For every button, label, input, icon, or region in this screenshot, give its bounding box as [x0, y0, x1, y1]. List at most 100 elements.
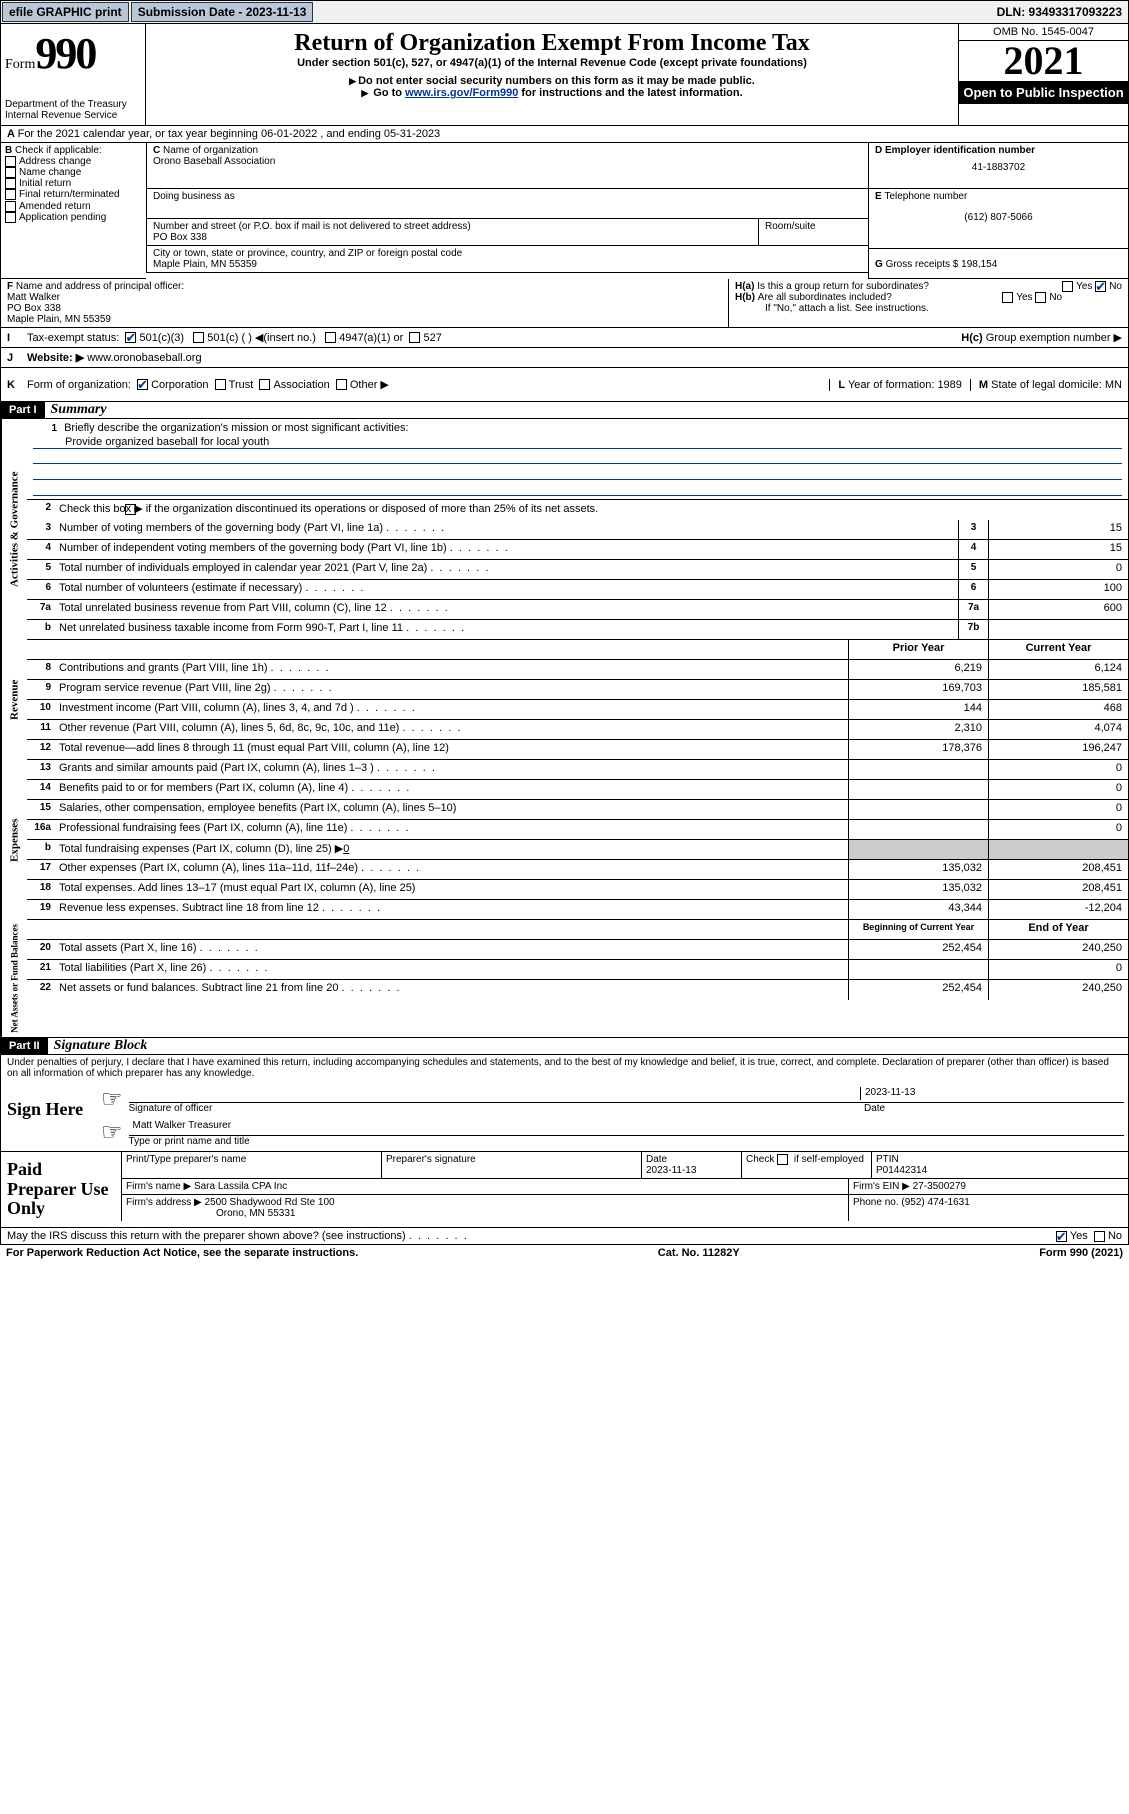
firm-phone-label: Phone no. — [853, 1197, 899, 1208]
dba-label: Doing business as — [153, 191, 235, 202]
row-a-text: For the 2021 calendar year, or tax year … — [18, 128, 441, 140]
checkbox-corp[interactable] — [137, 379, 148, 390]
checkbox-assoc[interactable] — [259, 379, 270, 390]
subtitle-2: Do not enter social security numbers on … — [156, 75, 948, 87]
l7b-desc: Net unrelated business taxable income fr… — [55, 620, 958, 639]
sig-officer-label: Signature of officer — [129, 1103, 864, 1114]
hb-note: If "No," attach a list. See instructions… — [735, 303, 1122, 314]
checkbox-discuss-no[interactable] — [1094, 1231, 1105, 1242]
l18-prior: 135,032 — [848, 880, 988, 899]
sign-here-label: Sign Here — [1, 1081, 91, 1151]
part1-title: Summary — [45, 402, 107, 418]
l22-prior: 252,454 — [848, 980, 988, 1000]
row-k: K Form of organization: Corporation Trus… — [0, 368, 1129, 402]
officer-addr2: Maple Plain, MN 55359 — [7, 314, 111, 325]
prep-date-label: Date — [646, 1154, 667, 1165]
k-label: Form of organization: — [27, 379, 131, 391]
corp-label: Corporation — [151, 379, 208, 391]
checkbox-ha-yes[interactable] — [1062, 281, 1073, 292]
i-label: Tax-exempt status: — [27, 332, 119, 344]
hdr-curr: Current Year — [988, 640, 1128, 659]
501c3-label: 501(c)(3) — [139, 332, 184, 344]
trust-label: Trust — [229, 379, 254, 391]
firm-ein-label: Firm's EIN ▶ — [853, 1181, 910, 1192]
prep-date-value: 2023-11-13 — [646, 1165, 696, 1176]
l14-prior — [848, 780, 988, 799]
l17-curr: 208,451 — [988, 860, 1128, 879]
sig-date-value: 2023-11-13 — [860, 1087, 1120, 1100]
website-value: www.oronobaseball.org — [87, 352, 201, 364]
527-label: 527 — [423, 332, 441, 344]
l11-desc: Other revenue (Part VIII, column (A), li… — [55, 720, 848, 739]
f-label: Name and address of principal officer: — [16, 281, 184, 292]
checkbox-application[interactable] — [5, 212, 16, 223]
l8-prior: 6,219 — [848, 660, 988, 679]
l17-prior: 135,032 — [848, 860, 988, 879]
preparer-section: Paid Preparer Use Only Print/Type prepar… — [0, 1152, 1129, 1228]
checkbox-other[interactable] — [336, 379, 347, 390]
checkbox-trust[interactable] — [215, 379, 226, 390]
hdr-beg: Beginning of Current Year — [848, 920, 988, 939]
l18-desc: Total expenses. Add lines 13–17 (must eq… — [55, 880, 848, 899]
firm-addr-label: Firm's address ▶ — [126, 1197, 202, 1208]
checkbox-l2[interactable] — [125, 504, 136, 515]
part2-header-row: Part II Signature Block — [0, 1038, 1129, 1055]
checkbox-initial-return[interactable] — [5, 178, 16, 189]
submission-date-button[interactable]: Submission Date - 2023-11-13 — [131, 2, 314, 22]
l14-curr: 0 — [988, 780, 1128, 799]
checkbox-self-employed[interactable] — [777, 1154, 788, 1165]
efile-print-button[interactable]: efile GRAPHIC print — [2, 2, 129, 22]
4947-label: 4947(a)(1) or — [339, 332, 403, 344]
l19-prior: 43,344 — [848, 900, 988, 919]
firm-addr2: Orono, MN 55331 — [126, 1208, 296, 1219]
cat-no: Cat. No. 11282Y — [658, 1247, 740, 1259]
l10-curr: 468 — [988, 700, 1128, 719]
form-word: Form — [5, 57, 35, 72]
b-amend-label: Amended return — [19, 201, 91, 212]
l10-prior: 144 — [848, 700, 988, 719]
checkbox-hb-no[interactable] — [1035, 292, 1046, 303]
checkbox-501c[interactable] — [193, 332, 204, 343]
l9-curr: 185,581 — [988, 680, 1128, 699]
tab-net-assets: Net Assets or Fund Balances — [1, 920, 27, 1037]
checkbox-527[interactable] — [409, 332, 420, 343]
instructions-link[interactable]: www.irs.gov/Form990 — [405, 87, 518, 99]
net-section: Net Assets or Fund Balances Beginning of… — [0, 920, 1129, 1038]
checkbox-address-change[interactable] — [5, 156, 16, 167]
irs-label: Internal Revenue Service — [5, 110, 141, 121]
firm-name-label: Firm's name ▶ — [126, 1181, 191, 1192]
l7a-val: 600 — [988, 600, 1128, 619]
checkbox-hb-yes[interactable] — [1002, 292, 1013, 303]
l3-val: 15 — [988, 520, 1128, 539]
l18-curr: 208,451 — [988, 880, 1128, 899]
l5-val: 0 — [988, 560, 1128, 579]
l22-desc: Net assets or fund balances. Subtract li… — [55, 980, 848, 1000]
checkbox-ha-no[interactable] — [1095, 281, 1106, 292]
l9-desc: Program service revenue (Part VIII, line… — [55, 680, 848, 699]
checkbox-amended[interactable] — [5, 201, 16, 212]
b-label: Check if applicable: — [15, 145, 102, 156]
b-name-label: Name change — [19, 167, 81, 178]
checkbox-final-return[interactable] — [5, 189, 16, 200]
checkbox-4947[interactable] — [325, 332, 336, 343]
assoc-label: Association — [273, 379, 329, 391]
l-label: Year of formation: — [848, 379, 934, 391]
checkbox-discuss-yes[interactable] — [1056, 1231, 1067, 1242]
checkbox-501c3[interactable] — [125, 332, 136, 343]
part2-badge: Part II — [1, 1038, 48, 1054]
e-label: Telephone number — [884, 191, 967, 202]
l12-curr: 196,247 — [988, 740, 1128, 759]
header-info-block: B Check if applicable: Address change Na… — [0, 143, 1129, 279]
l11-prior: 2,310 — [848, 720, 988, 739]
gov-section: Activities & Governance 1 Briefly descri… — [0, 419, 1129, 640]
l16a-desc: Professional fundraising fees (Part IX, … — [55, 820, 848, 839]
form-ref: Form 990 (2021) — [1039, 1247, 1123, 1259]
b-init-label: Initial return — [19, 178, 71, 189]
part1-header-row: Part I Summary — [0, 402, 1129, 419]
discuss-row: May the IRS discuss this return with the… — [0, 1228, 1129, 1245]
l13-desc: Grants and similar amounts paid (Part IX… — [55, 760, 848, 779]
l14-desc: Benefits paid to or for members (Part IX… — [55, 780, 848, 799]
checkbox-name-change[interactable] — [5, 167, 16, 178]
other-label: Other ▶ — [350, 378, 389, 391]
firm-name-value: Sara Lassila CPA Inc — [194, 1181, 287, 1192]
